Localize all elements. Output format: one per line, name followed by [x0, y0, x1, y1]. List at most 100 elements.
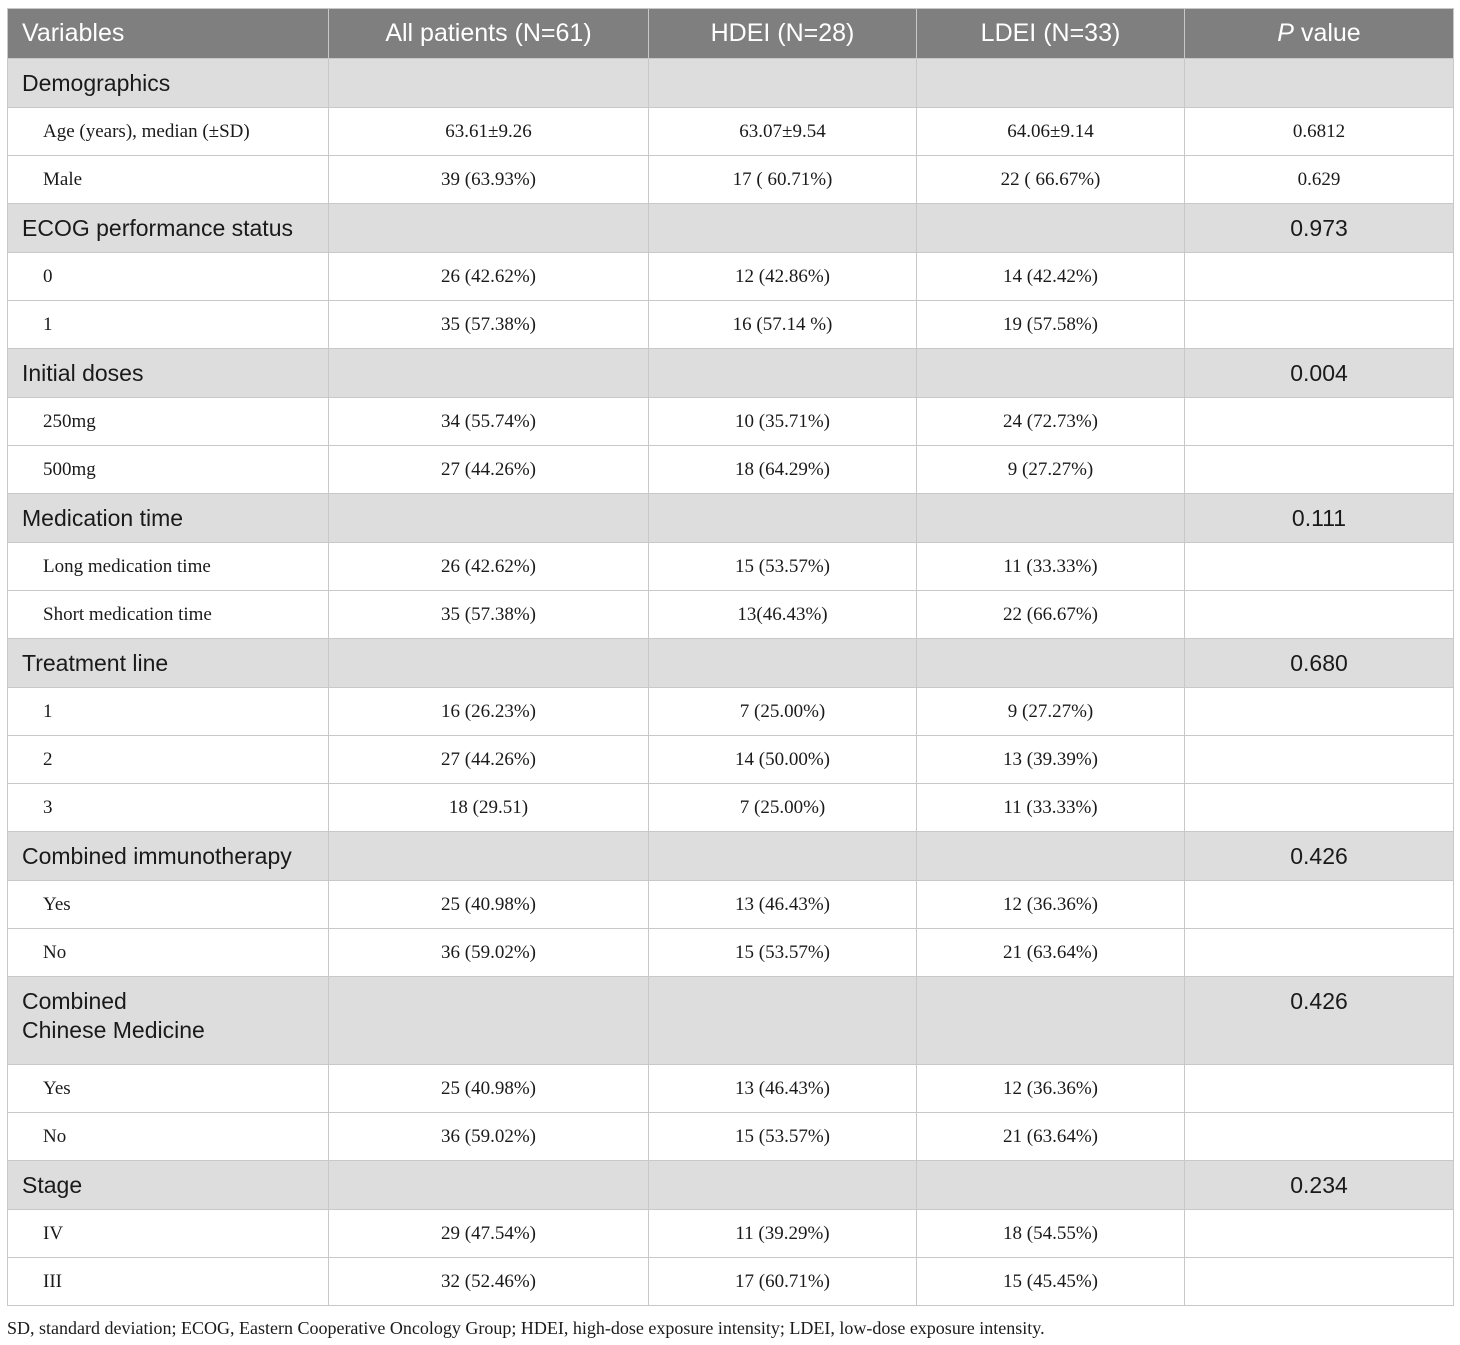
row-label: 500mg	[7, 445, 329, 494]
all-patients-cell: 36 (59.02%)	[328, 1112, 649, 1161]
header-hdei: HDEI (N=28)	[648, 8, 917, 59]
row-label: Age (years), median (±SD)	[7, 107, 329, 156]
baseline-characteristics-table: Variables All patients (N=61) HDEI (N=28…	[7, 8, 1454, 1306]
ldei-cell: 12 (36.36%)	[916, 880, 1185, 929]
hdei-cell: 11 (39.29%)	[648, 1209, 917, 1258]
all-patients-cell: 63.61±9.26	[328, 107, 649, 156]
section-empty-cell	[916, 58, 1185, 108]
all-patients-cell: 36 (59.02%)	[328, 928, 649, 977]
section-row: Stage 0.234	[7, 1160, 1454, 1210]
hdei-cell: 17 ( 60.71%)	[648, 155, 917, 204]
table-row: No 36 (59.02%) 15 (53.57%) 21 (63.64%)	[7, 1112, 1454, 1161]
hdei-cell: 18 (64.29%)	[648, 445, 917, 494]
hdei-cell: 15 (53.57%)	[648, 542, 917, 591]
all-patients-cell: 26 (42.62%)	[328, 542, 649, 591]
section-row: ECOG performance status 0.973	[7, 203, 1454, 253]
hdei-cell: 63.07±9.54	[648, 107, 917, 156]
section-row: Medication time 0.111	[7, 493, 1454, 543]
section-row: Treatment line 0.680	[7, 638, 1454, 688]
section-title: Medication time	[7, 493, 329, 543]
table-row: Male 39 (63.93%) 17 ( 60.71%) 22 ( 66.67%) 0…	[7, 155, 1454, 204]
section-title: Demographics	[7, 58, 329, 108]
section-empty-cell	[328, 976, 649, 1065]
header-ldei: LDEI (N=33)	[916, 8, 1185, 59]
row-label: 250mg	[7, 397, 329, 446]
all-patients-cell: 27 (44.26%)	[328, 445, 649, 494]
section-row: Demographics	[7, 58, 1454, 108]
hdei-cell: 7 (25.00%)	[648, 783, 917, 832]
hdei-cell: 13 (46.43%)	[648, 880, 917, 929]
section-title: ECOG performance status	[7, 203, 329, 253]
section-empty-cell	[328, 638, 649, 688]
section-empty-cell	[648, 976, 917, 1065]
ldei-cell: 21 (63.64%)	[916, 1112, 1185, 1161]
p-value-cell	[1184, 880, 1454, 929]
p-value-cell	[1184, 1257, 1454, 1306]
row-label: 0	[7, 252, 329, 301]
section-p-value: 0.234	[1184, 1160, 1454, 1210]
ldei-cell: 9 (27.27%)	[916, 445, 1185, 494]
section-empty-cell	[648, 348, 917, 398]
section-p-value: 0.004	[1184, 348, 1454, 398]
header-variables: Variables	[7, 8, 329, 59]
section-p-value	[1184, 58, 1454, 108]
hdei-cell: 15 (53.57%)	[648, 928, 917, 977]
row-label: 1	[7, 687, 329, 736]
all-patients-cell: 25 (40.98%)	[328, 1064, 649, 1113]
hdei-cell: 13(46.43%)	[648, 590, 917, 639]
hdei-cell: 15 (53.57%)	[648, 1112, 917, 1161]
all-patients-cell: 39 (63.93%)	[328, 155, 649, 204]
p-value-cell	[1184, 687, 1454, 736]
section-p-value: 0.426	[1184, 831, 1454, 881]
all-patients-cell: 29 (47.54%)	[328, 1209, 649, 1258]
table-row: 1 35 (57.38%) 16 (57.14 %) 19 (57.58%)	[7, 300, 1454, 349]
section-empty-cell	[328, 348, 649, 398]
section-title: Combined immunotherapy	[7, 831, 329, 881]
row-label: 1	[7, 300, 329, 349]
section-p-value: 0.973	[1184, 203, 1454, 253]
p-value-cell	[1184, 590, 1454, 639]
row-label: Short medication time	[7, 590, 329, 639]
table-row: No 36 (59.02%) 15 (53.57%) 21 (63.64%)	[7, 928, 1454, 977]
row-label: Male	[7, 155, 329, 204]
row-label: Long medication time	[7, 542, 329, 591]
hdei-cell: 7 (25.00%)	[648, 687, 917, 736]
p-value-cell	[1184, 1209, 1454, 1258]
hdei-cell: 14 (50.00%)	[648, 735, 917, 784]
section-empty-cell	[916, 1160, 1185, 1210]
p-value-cell	[1184, 252, 1454, 301]
table-row: Long medication time 26 (42.62%) 15 (53.57…	[7, 542, 1454, 591]
hdei-cell: 13 (46.43%)	[648, 1064, 917, 1113]
row-label: IV	[7, 1209, 329, 1258]
table-row: 500mg 27 (44.26%) 18 (64.29%) 9 (27.27%)	[7, 445, 1454, 494]
header-p-letter: P	[1277, 19, 1294, 47]
hdei-cell: 16 (57.14 %)	[648, 300, 917, 349]
all-patients-cell: 25 (40.98%)	[328, 880, 649, 929]
table-row: 250mg 34 (55.74%) 10 (35.71%) 24 (72.73%)	[7, 397, 1454, 446]
row-label: No	[7, 928, 329, 977]
section-p-value: 0.426	[1184, 976, 1454, 1065]
p-value-cell	[1184, 735, 1454, 784]
table-row: Yes 25 (40.98%) 13 (46.43%) 12 (36.36%)	[7, 880, 1454, 929]
all-patients-cell: 27 (44.26%)	[328, 735, 649, 784]
section-empty-cell	[328, 831, 649, 881]
table-row: 1 16 (26.23%) 7 (25.00%) 9 (27.27%)	[7, 687, 1454, 736]
ldei-cell: 11 (33.33%)	[916, 783, 1185, 832]
p-value-cell	[1184, 445, 1454, 494]
p-value-cell	[1184, 300, 1454, 349]
table-row: 2 27 (44.26%) 14 (50.00%) 13 (39.39%)	[7, 735, 1454, 784]
table-row: 0 26 (42.62%) 12 (42.86%) 14 (42.42%)	[7, 252, 1454, 301]
p-value-cell	[1184, 397, 1454, 446]
ldei-cell: 19 (57.58%)	[916, 300, 1185, 349]
section-empty-cell	[648, 203, 917, 253]
ldei-cell: 11 (33.33%)	[916, 542, 1185, 591]
table-body: Demographics Age (years), median (±SD) 63.…	[7, 58, 1454, 1306]
all-patients-cell: 26 (42.62%)	[328, 252, 649, 301]
section-empty-cell	[648, 638, 917, 688]
section-title-line: Combined	[22, 988, 127, 1014]
section-empty-cell	[648, 493, 917, 543]
section-empty-cell	[916, 348, 1185, 398]
row-label: No	[7, 1112, 329, 1161]
all-patients-cell: 34 (55.74%)	[328, 397, 649, 446]
p-value-cell	[1184, 783, 1454, 832]
